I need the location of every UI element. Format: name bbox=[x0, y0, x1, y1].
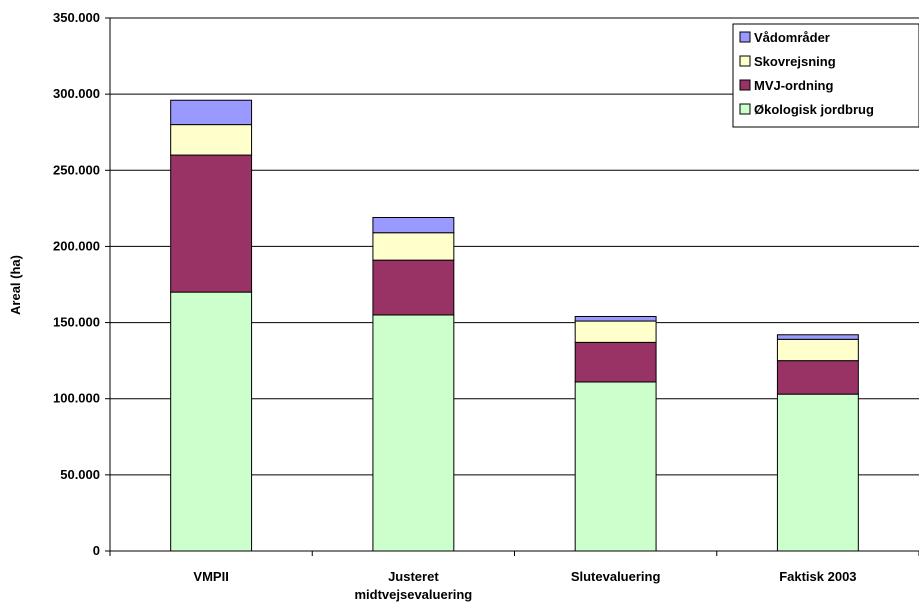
y-tick-label: 150.000 bbox=[53, 315, 100, 330]
bars bbox=[170, 99, 859, 552]
bar-segment bbox=[170, 99, 253, 126]
x-tick-label: Slutevaluering bbox=[571, 569, 661, 584]
y-axis-title: Areal (ha) bbox=[8, 255, 23, 315]
bar-segment bbox=[170, 291, 253, 552]
y-tick-label: 50.000 bbox=[60, 467, 100, 482]
y-tick-label: 250.000 bbox=[53, 162, 100, 177]
x-tick-label: Justeret bbox=[388, 569, 439, 584]
bar-segment bbox=[776, 393, 859, 552]
legend-label: Økologisk jordbrug bbox=[754, 102, 874, 117]
bar-segment bbox=[574, 341, 657, 383]
bar-segment bbox=[170, 154, 253, 293]
legend-swatch bbox=[739, 31, 751, 43]
legend-box bbox=[732, 23, 919, 128]
legend-swatch bbox=[739, 55, 751, 67]
legend-swatch bbox=[739, 103, 751, 115]
axes bbox=[105, 17, 919, 556]
x-tick-labels: VMPII Justeret midtvejsevaluering Slutevalu… bbox=[193, 569, 856, 602]
y-tick-label: 350.000 bbox=[53, 10, 100, 25]
bar-segment bbox=[776, 338, 859, 362]
legend-label: MVJ-ordning bbox=[754, 78, 833, 93]
legend-label: Skovrejsning bbox=[754, 54, 836, 69]
y-tick-label: 200.000 bbox=[53, 238, 100, 253]
x-tick-label: midtvejsevaluering bbox=[354, 587, 472, 602]
y-tick-labels: 0 50.000 100.000 150.000 200.000 250.000 300.0… bbox=[53, 10, 100, 558]
y-tick-label: 300.000 bbox=[53, 86, 100, 101]
legend: Vådområder Skovrejsning MVJ-ordning Økologi… bbox=[732, 23, 919, 128]
bar-segment bbox=[574, 320, 657, 343]
bar-segment bbox=[574, 315, 657, 322]
bar-segment bbox=[372, 232, 455, 261]
bar-segment bbox=[574, 381, 657, 552]
bar-segment bbox=[170, 124, 253, 156]
y-tick-label: 100.000 bbox=[53, 391, 100, 406]
y-tick-label: 0 bbox=[93, 543, 100, 558]
bar-segment bbox=[372, 259, 455, 316]
x-tick-label: VMPII bbox=[193, 569, 228, 584]
bar-segment bbox=[372, 314, 455, 552]
bar-segment bbox=[776, 360, 859, 395]
bar-segment bbox=[776, 334, 859, 340]
bar-segment bbox=[372, 216, 455, 234]
legend-swatch bbox=[739, 79, 751, 91]
x-tick-label: Faktisk 2003 bbox=[779, 569, 856, 584]
legend-label: Vådområder bbox=[754, 30, 830, 45]
